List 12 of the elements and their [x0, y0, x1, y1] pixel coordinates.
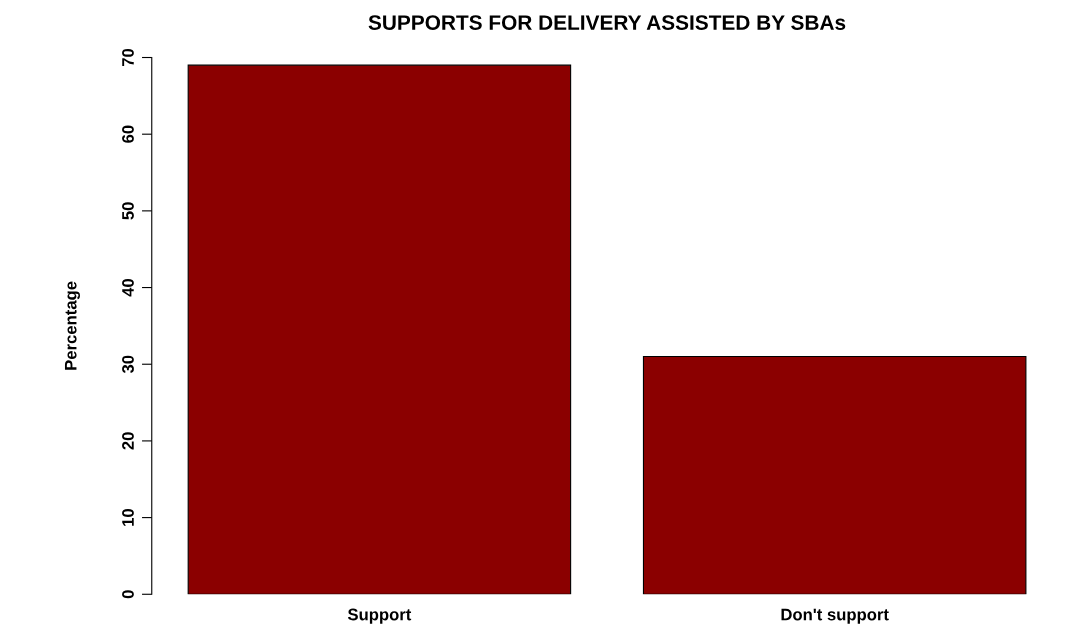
y-tick-label: 0 [122, 590, 134, 599]
x-tick-label: Support [347, 608, 412, 624]
y-tick-label: 40 [122, 278, 134, 297]
chart-title: SUPPORTS FOR DELIVERY ASSISTED BY SBAs [368, 15, 846, 30]
y-tick-label: 30 [122, 355, 134, 374]
y-tick-label: 20 [122, 432, 134, 450]
y-tick-label: 60 [122, 125, 134, 143]
y-tick-label: 10 [122, 509, 134, 526]
x-tick-label: Don't support [781, 608, 889, 624]
y-axis-title: Percentage [64, 281, 80, 370]
y-tick-label: 70 [122, 48, 134, 67]
y-tick-label: 50 [122, 202, 134, 220]
